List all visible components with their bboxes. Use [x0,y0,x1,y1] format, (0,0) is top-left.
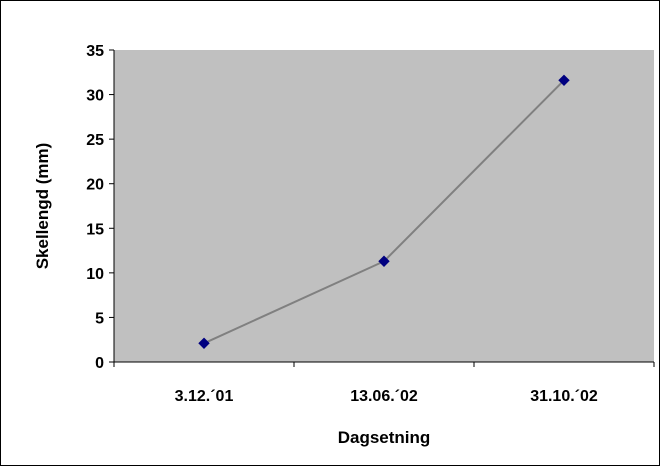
x-axis-title: Dagsetning [338,428,431,447]
data-point-marker [378,255,390,267]
x-tick-label: 13.06.´02 [350,388,418,405]
y-tick-label: 0 [95,355,104,372]
y-tick-label: 35 [86,43,104,60]
series-layer [198,74,570,349]
y-axis: 0 5 10 15 20 25 30 35 [86,43,115,372]
y-tick-label: 30 [86,88,104,105]
x-tick-label: 3.12.´01 [175,388,234,405]
y-tick-label: 10 [86,266,104,283]
plot-area [114,50,654,362]
x-axis: 3.12.´01 13.06.´02 31.10.´02 [113,361,655,405]
y-axis-title: Skellengd (mm) [33,143,52,270]
y-tick-label: 15 [86,221,104,238]
y-tick-label: 5 [95,310,104,327]
data-point-marker [198,337,210,349]
data-point-marker [558,74,570,87]
y-tick-label: 25 [86,132,104,149]
y-tick-label: 20 [86,177,104,194]
x-tick-label: 31.10.´02 [530,388,598,405]
